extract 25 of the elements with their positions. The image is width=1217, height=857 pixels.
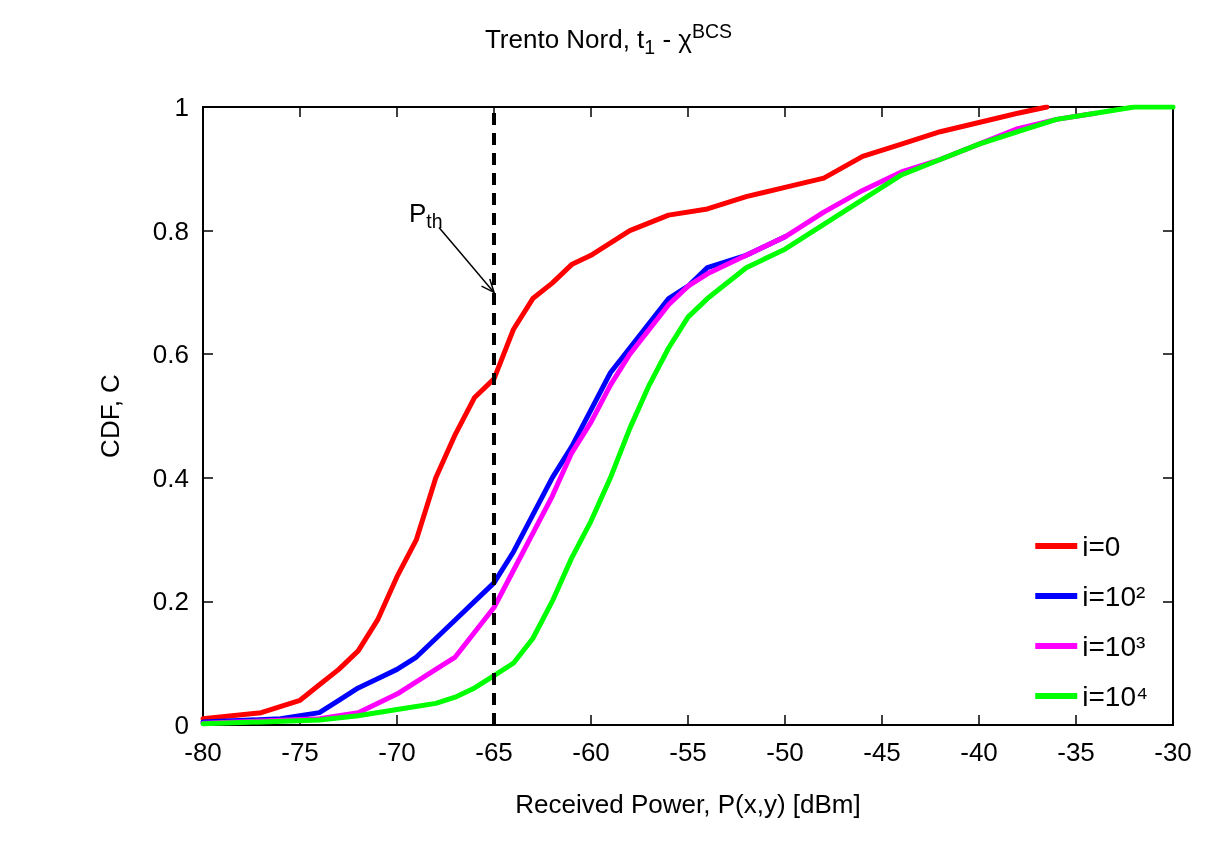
- y-tick-label: 0.8: [152, 215, 189, 246]
- x-tick-label: -40: [960, 737, 998, 767]
- y-tick-label: 0: [174, 710, 189, 740]
- x-tick-label: -30: [1154, 737, 1192, 767]
- x-tick-label: -50: [766, 737, 804, 767]
- legend-label: i=10⁴: [1082, 680, 1148, 712]
- x-tick-label: -45: [863, 737, 901, 767]
- y-tick-label: 1: [174, 92, 189, 122]
- x-tick-label: -75: [281, 737, 319, 767]
- chart-title: Trento Nord, t$_{1}$ - χ$^{BCS}$: [483, 20, 734, 59]
- legend-label: i=10²: [1082, 580, 1146, 612]
- annotation: P$_{th}$: [409, 198, 443, 234]
- legend-label: i=0: [1082, 530, 1121, 562]
- x-axis-title: Received Power, P(x,y) [dBm]: [515, 788, 861, 819]
- x-tick-label: -70: [378, 737, 416, 767]
- legend-label: i=10³: [1082, 630, 1146, 662]
- x-tick-label: -60: [572, 737, 610, 767]
- x-tick-label: -65: [475, 737, 513, 767]
- y-tick-label: 0.6: [152, 339, 189, 370]
- x-tick-label: -80: [184, 737, 222, 767]
- x-tick-label: -35: [1057, 737, 1095, 767]
- y-tick-label: 0.2: [152, 586, 189, 617]
- x-tick-label: -55: [669, 737, 707, 767]
- y-axis-title: CDF, C: [95, 374, 125, 458]
- y-tick-label: 0.4: [152, 462, 189, 493]
